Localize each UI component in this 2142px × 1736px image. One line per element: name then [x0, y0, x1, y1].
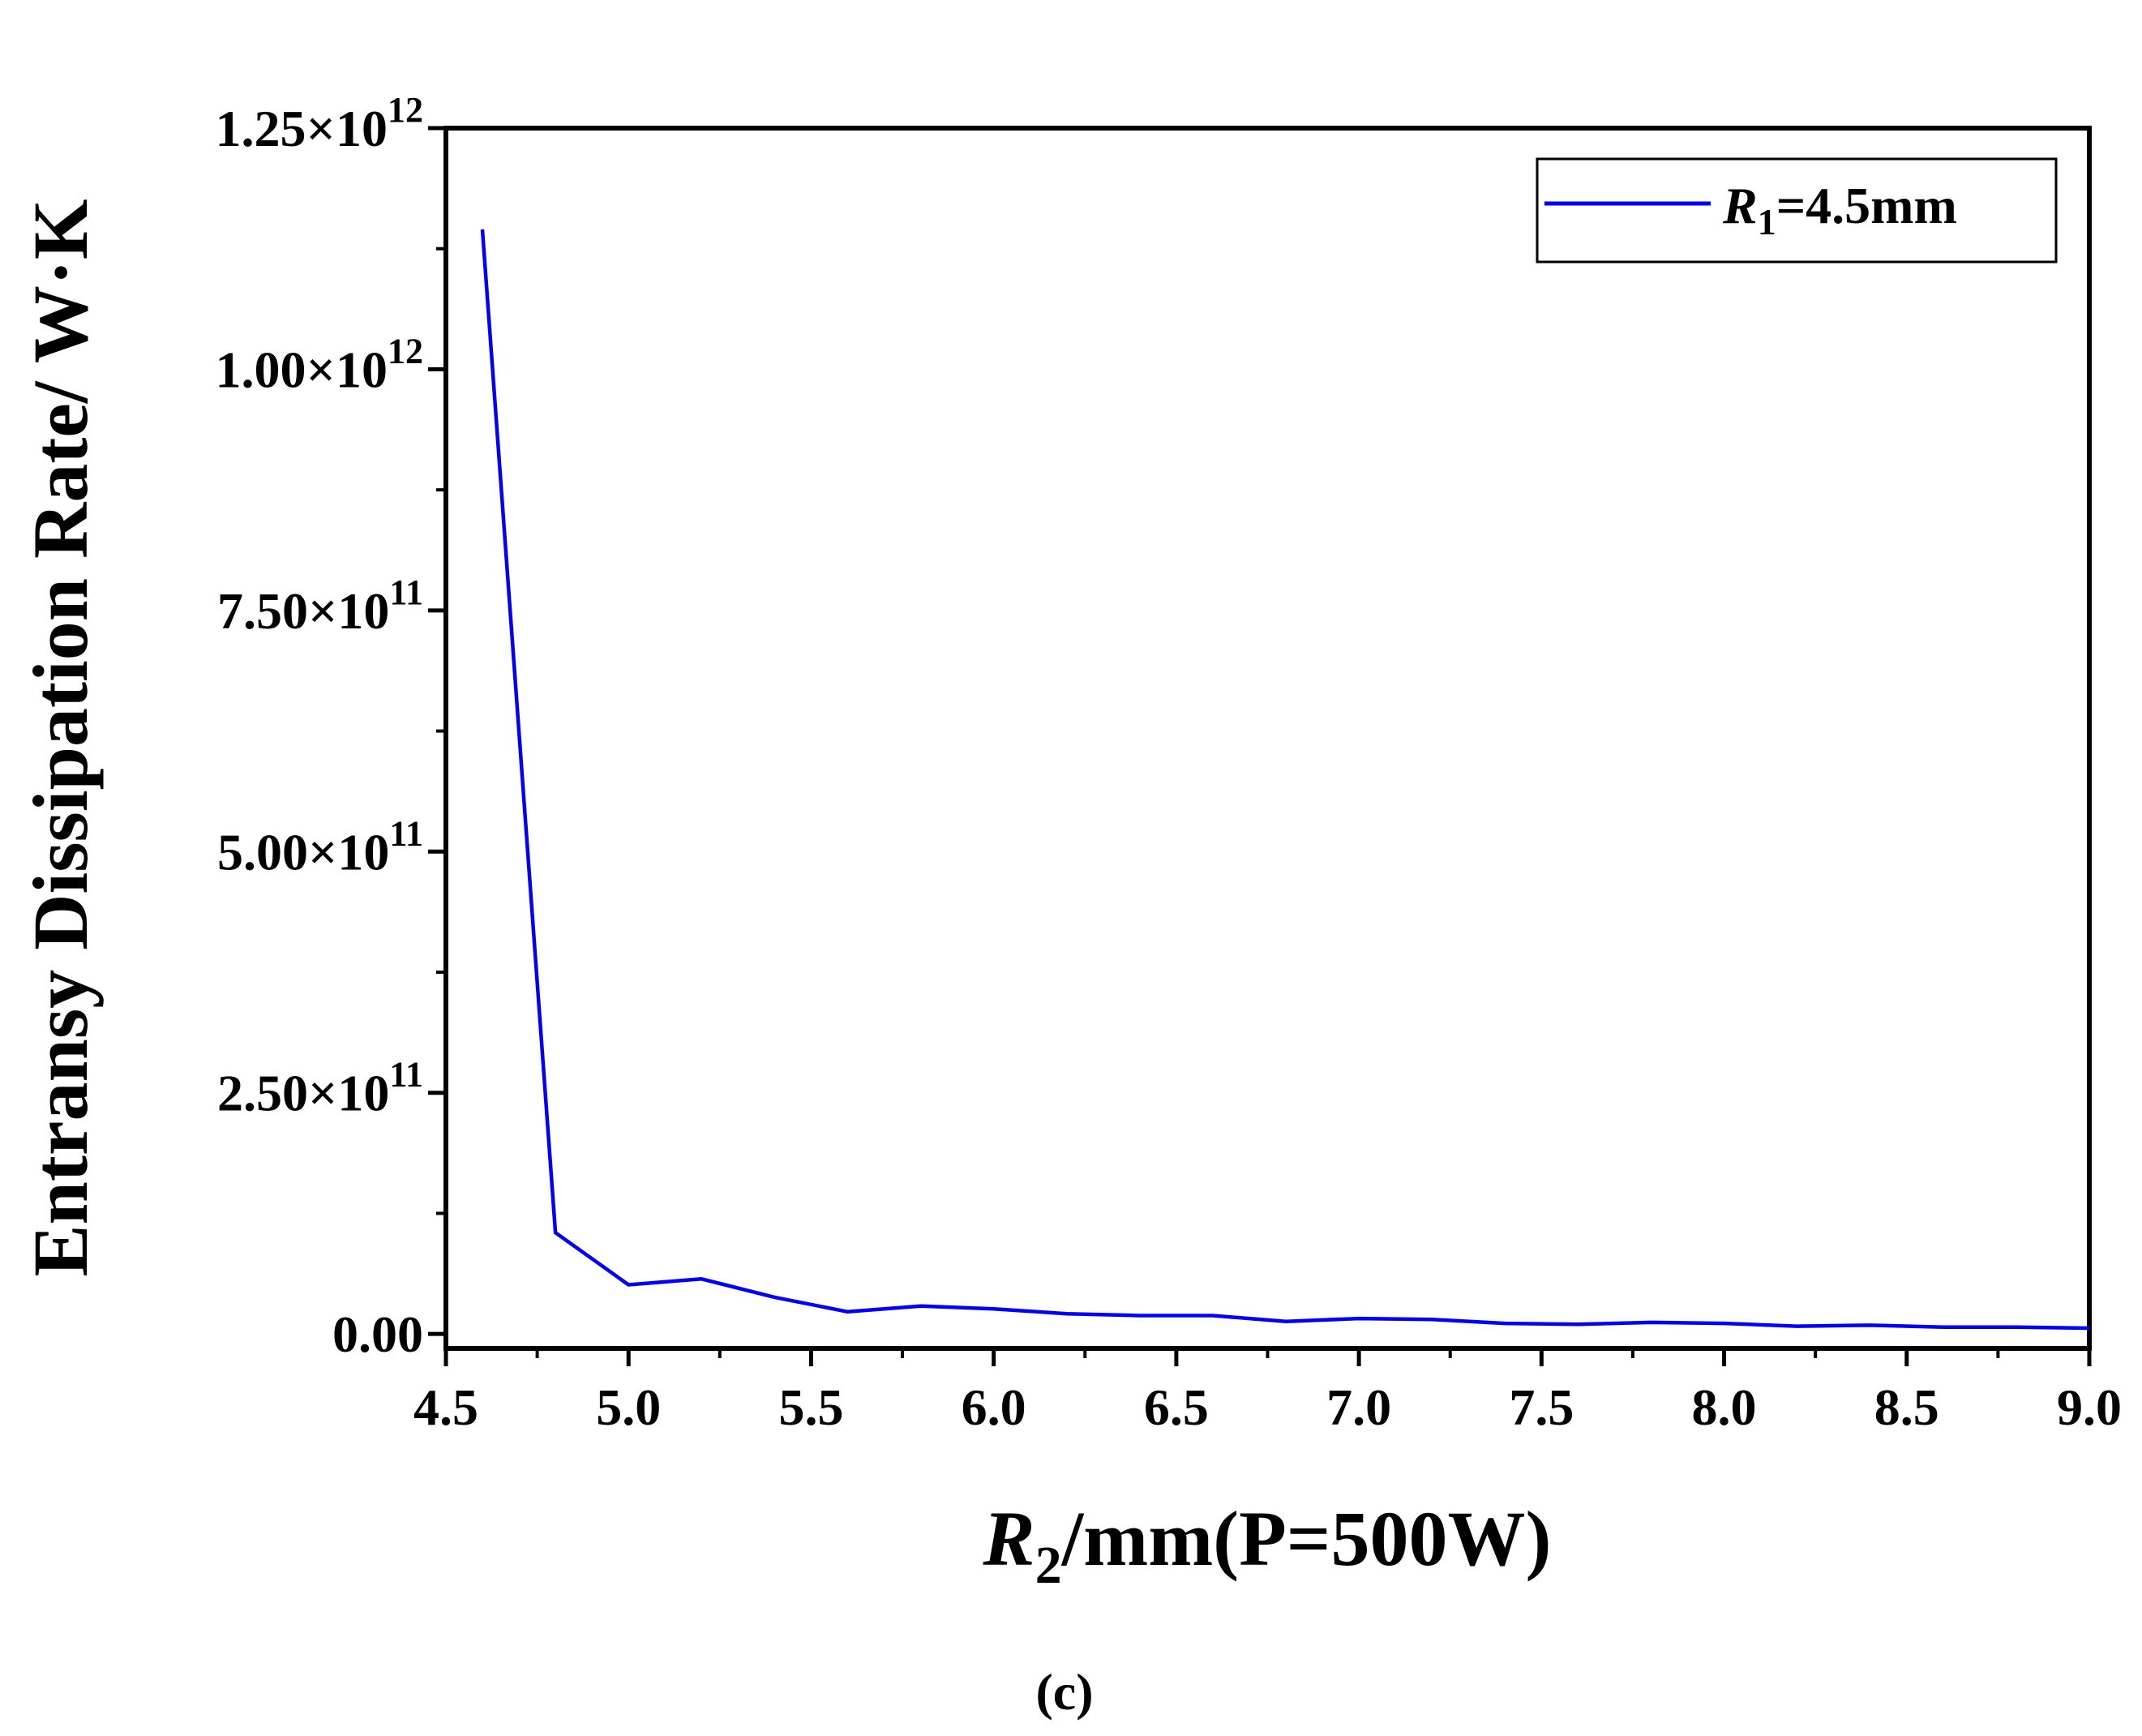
x-tick-label: 4.5 — [413, 1378, 478, 1436]
figure-caption: (c) — [1035, 1663, 1093, 1721]
x-tick-label: 8.0 — [1692, 1378, 1757, 1436]
legend: R1=4.5mm — [1536, 157, 2058, 264]
y-tick-label: 5.00×1011 — [217, 813, 423, 881]
x-tick-label: 5.5 — [778, 1378, 843, 1436]
x-tick-label: 7.5 — [1509, 1378, 1574, 1436]
series-line — [480, 229, 2090, 1331]
plot-frame — [443, 126, 2092, 1351]
series-group — [480, 229, 2090, 1331]
legend-label: R1=4.5mm — [1722, 177, 1957, 242]
y-axis-ticks — [428, 126, 446, 1336]
x-tick-label: 6.5 — [1144, 1378, 1209, 1436]
y-axis-title: Entransy Dissipation Rate/ W·K — [17, 199, 104, 1276]
x-axis-ticks — [443, 1348, 2092, 1366]
legend-box — [1536, 157, 2058, 264]
x-axis-title: R2/mm(P=500W) — [983, 1495, 1552, 1595]
x-tick-label: 5.0 — [596, 1378, 661, 1436]
x-axis-tick-labels: 4.5 5.0 5.5 6.0 6.5 7.0 7.5 8.0 8.5 9.0 — [413, 1378, 2122, 1436]
x-tick-label: 9.0 — [2057, 1378, 2122, 1436]
x-tick-label: 6.0 — [962, 1378, 1026, 1436]
y-tick-label: 2.50×1011 — [217, 1055, 423, 1122]
y-tick-label: 7.50×1011 — [217, 572, 423, 640]
y-tick-label: 0.00 — [332, 1305, 423, 1363]
x-tick-label: 8.5 — [1874, 1378, 1939, 1436]
x-tick-label: 7.0 — [1326, 1378, 1391, 1436]
y-tick-label: 1.00×1012 — [216, 331, 423, 398]
y-axis-tick-labels: 0.00 2.50×1011 5.00×1011 7.50×1011 1.00×1012… — [216, 90, 423, 1363]
y-tick-label: 1.25×1012 — [216, 90, 423, 157]
